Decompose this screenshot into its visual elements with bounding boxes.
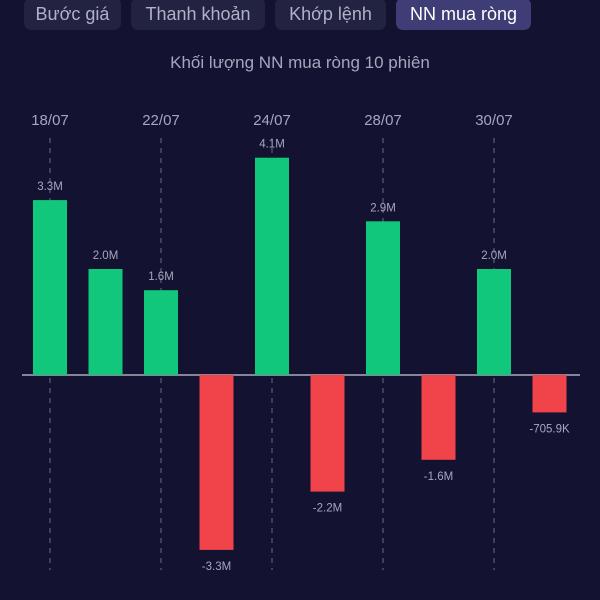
bar-positive[interactable] xyxy=(366,221,400,375)
bar-value-label: -3.3M xyxy=(202,561,231,573)
label-layer: 18/07 22/07 24/07 28/07 30/07 3.3M 2.0M 1.6M -3.… xyxy=(31,112,570,573)
bar-positive[interactable] xyxy=(88,269,123,375)
bar-value-label: 2.9M xyxy=(370,202,396,214)
bar-negative[interactable] xyxy=(532,375,567,413)
tab-thanh-khoan[interactable]: Thanh khoản xyxy=(131,0,265,30)
bar-layer xyxy=(33,157,567,550)
bar-value-label: -705.9K xyxy=(529,423,570,435)
bar-positive[interactable] xyxy=(144,290,178,375)
bar-value-label: 3.3M xyxy=(37,181,63,193)
x-tick-label: 18/07 xyxy=(31,112,69,129)
bar-value-label: 4.1M xyxy=(259,139,285,151)
chart-tab-bar: Bước giá Thanh khoản Khớp lệnh NN mua rò… xyxy=(0,0,600,32)
bar-negative[interactable] xyxy=(421,375,456,460)
x-tick-label: 24/07 xyxy=(253,112,291,129)
bar-positive[interactable] xyxy=(33,200,67,375)
bar-value-label: 1.6M xyxy=(148,271,174,283)
bar-positive[interactable] xyxy=(255,157,289,375)
bar-value-label: -1.6M xyxy=(424,471,453,483)
tab-buoc-gia[interactable]: Bước giá xyxy=(24,0,121,30)
bar-negative[interactable] xyxy=(199,375,234,550)
bar-value-label: 2.0M xyxy=(481,250,507,262)
tab-nn-mua-rong[interactable]: NN mua ròng xyxy=(396,0,531,30)
x-tick-label: 30/07 xyxy=(475,112,513,129)
x-tick-label: 28/07 xyxy=(364,112,402,129)
x-tick-label: 22/07 xyxy=(142,112,180,129)
tab-khop-lenh[interactable]: Khớp lệnh xyxy=(275,0,386,30)
bar-negative[interactable] xyxy=(310,375,345,492)
bar-value-label: 2.0M xyxy=(93,250,119,262)
bar-positive[interactable] xyxy=(477,269,511,375)
bar-value-label: -2.2M xyxy=(313,503,342,515)
chart-title: Khối lượng NN mua ròng 10 phiên xyxy=(170,53,430,72)
